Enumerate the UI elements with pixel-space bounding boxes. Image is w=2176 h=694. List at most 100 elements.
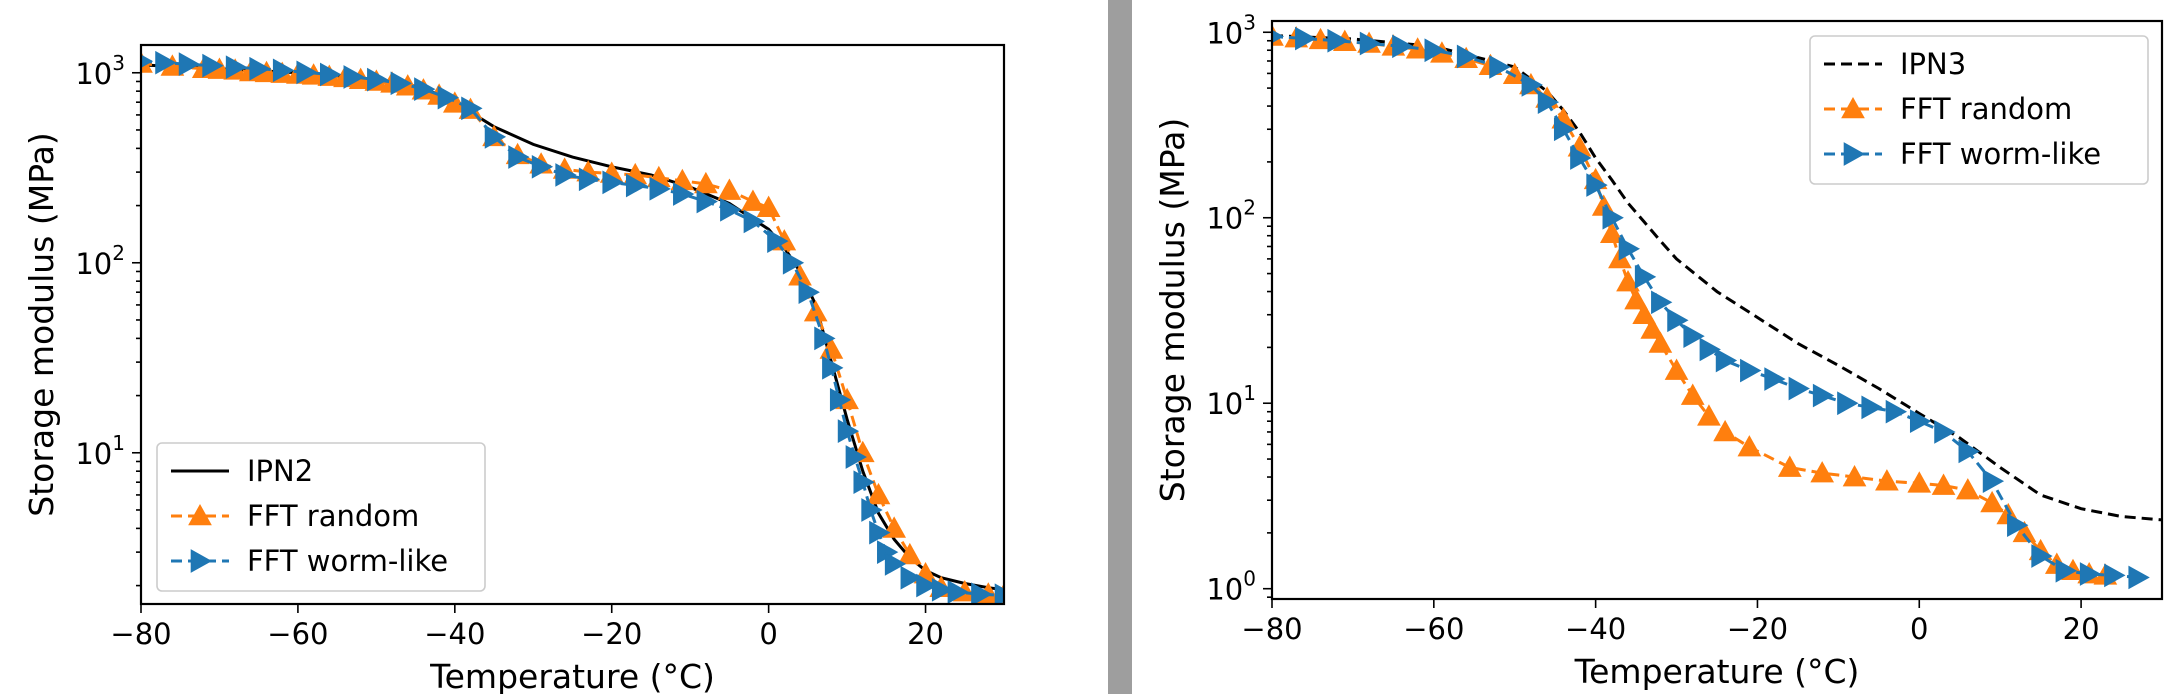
data-point <box>1553 117 1576 142</box>
data-point <box>319 62 342 87</box>
data-point <box>1875 469 1899 491</box>
y-tick-label: 100 <box>1206 567 1256 607</box>
data-point <box>798 280 820 305</box>
y-tick-label: 103 <box>75 51 125 91</box>
legend-label: IPN3 <box>1900 47 1966 81</box>
data-point <box>829 387 852 412</box>
data-point <box>2012 520 2037 543</box>
series-fft-random <box>1272 24 2118 585</box>
series-fft-worm-like <box>1272 26 2150 590</box>
legend: IPN3 FFT random FFT worm-like <box>1809 35 2149 185</box>
data-point <box>1616 270 1640 292</box>
legend-box <box>1809 35 2149 185</box>
data-point <box>1788 376 1810 401</box>
x-tick-label: 20 <box>907 617 944 651</box>
y-tick-label: 103 <box>1206 10 1256 50</box>
data-point <box>2128 565 2150 590</box>
data-point <box>1699 337 1721 362</box>
page-gutter <box>1108 0 1132 694</box>
data-point <box>947 580 969 604</box>
data-point <box>1837 391 1859 416</box>
data-point <box>343 65 365 89</box>
data-point <box>1777 455 1802 477</box>
data-point <box>155 50 177 75</box>
data-point <box>1885 399 1908 424</box>
data-point <box>1697 404 1721 426</box>
x-axis-label: Temperature (°C) <box>429 657 715 694</box>
data-point <box>884 552 907 576</box>
data-point <box>971 582 993 604</box>
data-point <box>1570 146 1592 170</box>
data-point <box>508 145 530 169</box>
data-point <box>1812 383 1835 408</box>
data-point <box>866 482 891 505</box>
data-point <box>1737 435 1762 457</box>
data-point <box>1931 473 1956 495</box>
data-point <box>1640 317 1665 339</box>
data-point <box>994 583 1004 604</box>
data-point <box>1624 288 1648 310</box>
y-tick-label: 102 <box>1206 196 1256 236</box>
data-point <box>625 173 648 198</box>
data-point <box>1861 395 1883 420</box>
data-point <box>602 170 624 195</box>
data-point <box>1618 236 1641 261</box>
y-axis-label: Storage modulus (MPa) <box>22 132 61 516</box>
data-point <box>272 58 295 83</box>
data-point <box>1634 265 1657 289</box>
data-point <box>869 520 891 545</box>
data-point <box>1842 465 1867 487</box>
x-tick-label: −80 <box>110 617 171 651</box>
data-point <box>845 445 867 469</box>
x-tick-label: −80 <box>1241 612 1302 646</box>
legend-marker <box>1843 142 1866 166</box>
data-point <box>1537 90 1560 114</box>
data-point <box>1295 26 1317 51</box>
data-point <box>249 56 271 81</box>
data-point <box>2104 563 2126 588</box>
data-point <box>1715 348 1738 373</box>
data-point <box>2007 513 2029 538</box>
legend-box <box>156 442 486 592</box>
legend-marker <box>1841 96 1865 119</box>
data-point <box>390 71 412 96</box>
legend-label: FFT random <box>1900 92 2072 126</box>
data-point <box>916 573 938 598</box>
x-tick-label: −20 <box>581 617 642 651</box>
data-point <box>1586 173 1608 197</box>
data-point <box>649 176 671 201</box>
data-point <box>2055 558 2077 583</box>
data-point <box>1982 469 2005 494</box>
x-tick-label: 0 <box>759 617 777 651</box>
data-point <box>822 355 844 380</box>
data-point <box>1359 31 1382 56</box>
x-tick-label: −40 <box>1565 612 1626 646</box>
legend-label: IPN2 <box>247 454 313 488</box>
data-point <box>1955 478 1980 500</box>
data-point <box>1327 28 1349 53</box>
data-point <box>225 55 248 80</box>
data-point <box>717 178 742 200</box>
data-point <box>2079 562 2102 586</box>
y-tick-label: 102 <box>75 241 125 281</box>
series-ipn3 <box>1272 34 2162 522</box>
x-tick-label: −60 <box>1403 612 1464 646</box>
chart-left: −80 −60 −40 −20 0 20 101 102 103 Temperature (°C)… <box>22 43 1006 694</box>
data-point <box>837 419 860 443</box>
data-point <box>555 163 577 187</box>
x-tick-label: −20 <box>1727 612 1788 646</box>
data-point <box>1810 461 1835 483</box>
data-point <box>931 577 954 602</box>
data-point <box>484 124 507 149</box>
data-point <box>414 77 436 101</box>
data-point <box>819 337 844 359</box>
legend-marker <box>188 503 212 526</box>
data-point <box>1648 331 1673 353</box>
legend-label: FFT random <box>247 499 419 533</box>
legend-label: FFT worm-like <box>247 544 448 578</box>
data-point <box>741 189 765 211</box>
data-point <box>1934 420 1956 444</box>
x-tick-label: 0 <box>1910 612 1928 646</box>
data-point <box>1664 358 1689 380</box>
data-point <box>696 189 718 214</box>
